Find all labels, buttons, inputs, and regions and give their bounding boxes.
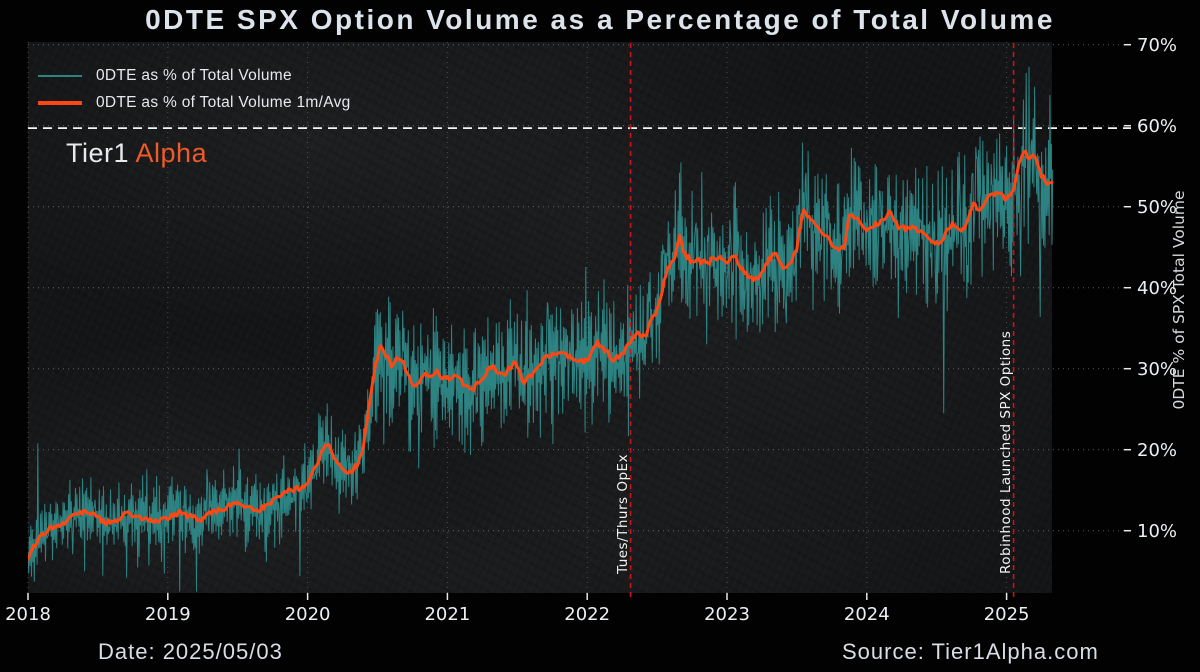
daily-series-path <box>28 66 1054 592</box>
x-tick-label: 2023 <box>704 604 750 625</box>
tier1-alpha-watermark: Tier1 Alpha <box>66 138 207 169</box>
event-lines: Tues/Thurs OpEx Robinhood Launched SPX Op… <box>615 43 1015 599</box>
y-tick-label: 40% <box>1137 278 1177 299</box>
x-tick-label: 2020 <box>285 604 331 625</box>
x-tick-label: 2022 <box>564 604 610 625</box>
avg-line-swatch <box>38 100 82 105</box>
x-tick-label: 2018 <box>5 604 51 625</box>
event-label: Robinhood Launched SPX Options <box>998 331 1014 574</box>
y-tick-label: 30% <box>1137 359 1177 380</box>
y-tick-label: 60% <box>1137 116 1177 137</box>
legend-label-daily: 0DTE as % of Total Volume <box>96 66 292 84</box>
legend: 0DTE as % of Total Volume 0DTE as % of T… <box>38 62 351 116</box>
legend-item-daily: 0DTE as % of Total Volume <box>38 62 351 89</box>
y-tick-label: 70% <box>1137 35 1177 56</box>
avg-series-path <box>28 149 1054 561</box>
footer-date: Date: 2025/05/03 <box>98 639 283 664</box>
x-tick-label: 2019 <box>145 604 191 625</box>
y-tick-label: 20% <box>1137 440 1177 461</box>
legend-label-avg: 0DTE as % of Total Volume 1m/Avg <box>96 93 351 111</box>
watermark-part1: Tier1 <box>66 138 130 168</box>
daily-line-swatch <box>38 74 82 77</box>
x-tick-label: 2024 <box>844 604 890 625</box>
x-tick-label: 2021 <box>424 604 470 625</box>
footer-source: Source: Tier1Alpha.com <box>842 639 1099 664</box>
y-tick-label: 50% <box>1137 197 1177 218</box>
y-axis-title: 0DTE % of SPX Total Volume <box>1170 190 1188 409</box>
page-title: 0DTE SPX Option Volume as a Percentage o… <box>145 4 1055 35</box>
legend-item-avg: 0DTE as % of Total Volume 1m/Avg <box>38 89 351 116</box>
x-tick-label: 2025 <box>984 604 1030 625</box>
y-tick-label: 10% <box>1137 521 1177 542</box>
axes: 2018 2019 2020 2021 2022 2023 2024 2025 10% 20% 30… <box>5 35 1177 625</box>
watermark-part2: Alpha <box>135 138 208 168</box>
event-label: Tues/Thurs OpEx <box>615 454 631 575</box>
gridlines <box>27 42 1131 593</box>
